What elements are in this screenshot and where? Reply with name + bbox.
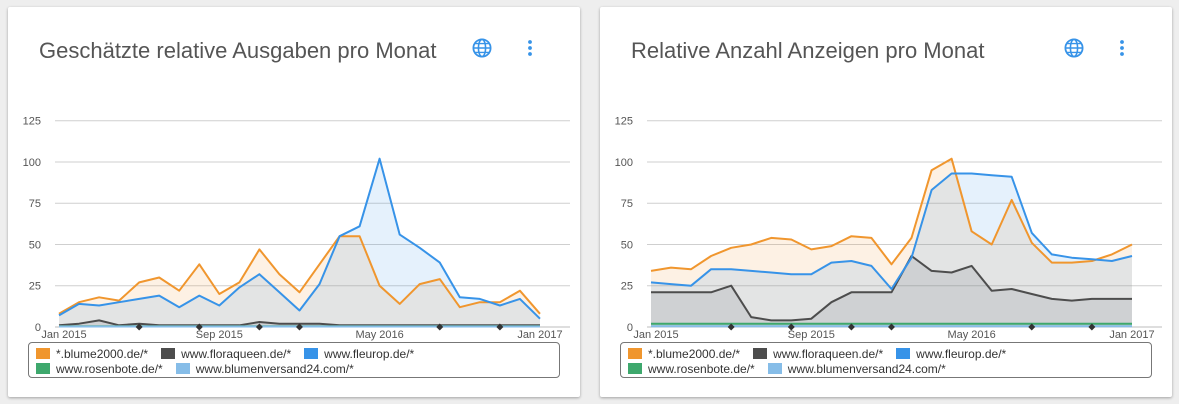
more-vert-icon	[528, 40, 532, 56]
legend-swatch	[896, 348, 911, 359]
legend-label: *.blume2000.de/*	[56, 346, 149, 361]
series-line[interactable]	[650, 172, 1133, 290]
y-tick-label: 75	[29, 198, 41, 210]
series-area	[651, 256, 1132, 327]
y-tick-label: 50	[29, 239, 41, 251]
legend-item[interactable]: www.blumenversand24.com/*	[175, 361, 354, 376]
event-marker[interactable]	[255, 323, 263, 331]
series-line[interactable]	[650, 157, 1133, 272]
globe-button[interactable]	[469, 35, 495, 61]
legend-label: www.blumenversand24.com/*	[195, 361, 354, 376]
event-marker[interactable]	[195, 323, 203, 331]
globe-icon	[1064, 38, 1084, 58]
chart-title: Geschätzte relative Ausgaben pro Monat	[39, 38, 437, 63]
y-tick-label: 75	[621, 198, 633, 210]
chart-title: Relative Anzahl Anzeigen pro Monat	[631, 38, 985, 63]
more-vert-icon	[1120, 40, 1124, 56]
legend-label: www.floraqueen.de/*	[773, 346, 884, 361]
legend-swatch	[628, 363, 642, 374]
series-line[interactable]	[58, 157, 541, 320]
legend-swatch	[304, 348, 319, 359]
chart-card-expenses: Geschätzte relative Ausgaben pro Monat 0…	[8, 7, 580, 397]
legend-label: www.fleurop.de/*	[324, 346, 415, 361]
y-tick-label: 25	[29, 281, 41, 293]
event-marker[interactable]	[436, 323, 444, 331]
x-tick-label: May 2016	[355, 329, 403, 341]
legend-item[interactable]: www.rosenbote.de/*	[628, 361, 755, 376]
area-chart[interactable]: 0 25 50 75 100 125 Jan 2015 Sep 2015 May 2016 Jan…	[600, 102, 1172, 342]
legend-item[interactable]: www.fleurop.de/*	[896, 346, 1006, 361]
series-area	[59, 236, 540, 327]
event-marker[interactable]	[887, 323, 895, 331]
legend-item[interactable]: www.floraqueen.de/*	[161, 346, 291, 361]
event-marker[interactable]	[727, 323, 735, 331]
more-options-button[interactable]	[1112, 35, 1132, 61]
series-line[interactable]	[651, 255, 1132, 322]
legend-label: www.rosenbote.de/*	[56, 361, 163, 376]
globe-button[interactable]	[1061, 35, 1087, 61]
x-tick-label: Sep 2015	[788, 329, 835, 341]
y-tick-label: 0	[35, 322, 41, 334]
x-tick-label: Sep 2015	[196, 329, 243, 341]
x-tick-label: Jan 2015	[41, 329, 86, 341]
x-tick-label: Jan 2017	[517, 329, 562, 341]
legend-swatch	[161, 348, 176, 359]
y-tick-label: 100	[23, 157, 41, 169]
legend-item[interactable]: *.blume2000.de/*	[36, 346, 148, 361]
globe-icon	[472, 38, 492, 58]
legend-swatch	[36, 348, 50, 359]
event-marker[interactable]	[787, 323, 795, 331]
chart-legend: *.blume2000.de/* www.floraqueen.de/* www.f…	[28, 342, 560, 378]
event-marker[interactable]	[135, 323, 143, 331]
y-tick-label: 100	[615, 157, 633, 169]
y-tick-label: 25	[621, 281, 633, 293]
y-tick-label: 125	[615, 116, 633, 128]
chart-card-ads: Relative Anzahl Anzeigen pro Monat 0 25 50…	[600, 7, 1172, 397]
chart-legend: *.blume2000.de/* www.floraqueen.de/* www.f…	[620, 342, 1152, 378]
legend-swatch	[767, 363, 782, 374]
legend-item[interactable]: *.blume2000.de/*	[628, 346, 740, 361]
y-tick-label: 50	[621, 239, 633, 251]
y-tick-label: 125	[23, 116, 41, 128]
legend-swatch	[175, 363, 190, 374]
legend-label: www.blumenversand24.com/*	[787, 361, 946, 376]
legend-label: *.blume2000.de/*	[648, 346, 741, 361]
more-options-button[interactable]	[520, 35, 540, 61]
legend-label: www.rosenbote.de/*	[648, 361, 755, 376]
legend-item[interactable]: www.rosenbote.de/*	[36, 361, 163, 376]
series-line[interactable]	[58, 235, 541, 315]
legend-label: www.fleurop.de/*	[916, 346, 1007, 361]
legend-item[interactable]: www.floraqueen.de/*	[753, 346, 883, 361]
legend-swatch	[628, 348, 642, 359]
event-marker[interactable]	[847, 323, 855, 331]
area-chart[interactable]: 0 25 50 75 100 125 Jan 2015 Sep 2015 May 2016 Jan…	[8, 102, 580, 342]
legend-item[interactable]: www.fleurop.de/*	[304, 346, 414, 361]
legend-swatch	[753, 348, 768, 359]
x-tick-label: Jan 2017	[1109, 329, 1154, 341]
y-tick-label: 0	[627, 322, 633, 334]
event-marker[interactable]	[295, 323, 303, 331]
event-marker[interactable]	[1028, 323, 1036, 331]
x-tick-label: Jan 2015	[633, 329, 678, 341]
event-marker[interactable]	[496, 323, 504, 331]
legend-swatch	[36, 363, 50, 374]
legend-label: www.floraqueen.de/*	[181, 346, 292, 361]
event-marker[interactable]	[1088, 323, 1096, 331]
x-tick-label: May 2016	[947, 329, 995, 341]
legend-item[interactable]: www.blumenversand24.com/*	[767, 361, 946, 376]
